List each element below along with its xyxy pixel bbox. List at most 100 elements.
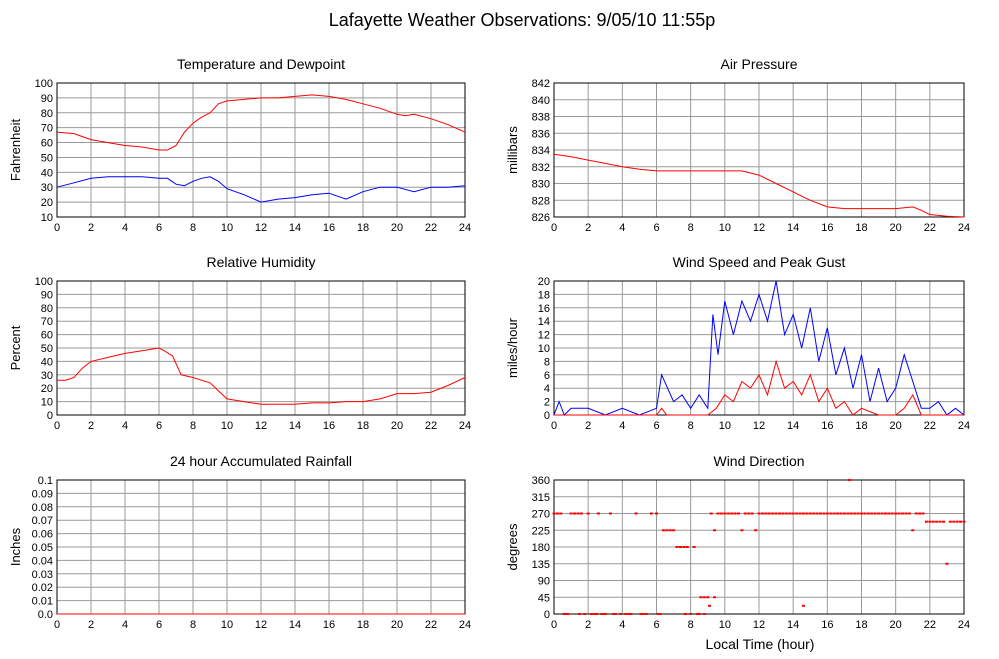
temp-y-label: Fahrenheit [8, 119, 23, 182]
winddir-y-tick: 90 [538, 576, 550, 588]
rain-x-tick: 22 [425, 619, 437, 631]
humidity-x-tick: 10 [221, 420, 233, 432]
winddir-point [945, 562, 949, 565]
winddir-point [733, 512, 737, 515]
winddir-point [887, 512, 891, 515]
winddir-point [914, 512, 918, 515]
winddir-point [911, 529, 915, 532]
winddir-point [559, 512, 563, 515]
winddir-point [699, 596, 703, 599]
winddir-y-tick: 135 [532, 559, 550, 571]
winddir-point [825, 512, 829, 515]
winddir-point [707, 604, 711, 607]
winddir-point [938, 520, 942, 523]
pressure-y-tick: 840 [532, 95, 550, 107]
winddir-y-tick: 270 [532, 509, 550, 521]
winddir-y-tick: 360 [532, 475, 550, 487]
winddir-point [866, 512, 870, 515]
wind-y-tick: 0 [544, 410, 550, 422]
wind-x-tick: 24 [958, 420, 970, 432]
winddir-point [848, 479, 852, 481]
humidity-x-tick: 8 [190, 420, 196, 432]
winddir-point [894, 512, 898, 515]
winddir-point [942, 520, 945, 523]
winddir-point [737, 512, 740, 515]
winddir-point [672, 529, 676, 532]
rain-x-tick: 24 [459, 619, 471, 631]
winddir-point [747, 512, 751, 515]
winddir-point [569, 512, 573, 515]
wind-x-tick: 6 [653, 420, 659, 432]
winddir-point [743, 512, 747, 515]
winddir-point [873, 512, 877, 515]
winddir-point [665, 529, 669, 532]
winddir-title: Wind Direction [713, 453, 804, 469]
winddir-y-tick: 0 [544, 609, 550, 621]
winddir-x-tick: 24 [958, 619, 970, 631]
pressure-y-tick: 834 [532, 145, 550, 157]
winddir-point [682, 546, 686, 548]
winddir-point [877, 512, 881, 515]
pressure-y-tick: 838 [532, 112, 550, 124]
winddir-point [716, 512, 720, 515]
temp-y-tick: 70 [41, 123, 53, 135]
temp-x-tick: 2 [88, 222, 94, 234]
winddir-point [952, 520, 956, 523]
winddir-point [600, 613, 604, 615]
winddir-point [883, 512, 887, 515]
rain-y-tick: 0.04 [32, 555, 53, 567]
humidity-x-tick: 2 [88, 420, 94, 432]
winddir-point [931, 520, 935, 523]
winddir-point [649, 512, 653, 515]
winddir-point [555, 512, 559, 515]
winddir-point [644, 613, 648, 615]
winddir-point [767, 512, 771, 515]
winddir-point [928, 520, 932, 523]
pressure-x-tick: 10 [719, 222, 731, 234]
pressure-x-tick: 20 [890, 222, 902, 234]
humidity-x-tick: 22 [425, 420, 437, 432]
pressure-x-tick: 8 [688, 222, 694, 234]
rain-y-tick: 0.1 [38, 475, 53, 487]
wind-x-tick: 16 [821, 420, 833, 432]
rain-x-tick: 6 [156, 619, 162, 631]
humidity-x-tick: 4 [122, 420, 128, 432]
winddir-point [566, 613, 570, 615]
humidity-x-tick: 6 [156, 420, 162, 432]
temp-y-tick: 100 [35, 78, 53, 90]
temp-x-tick: 16 [323, 222, 335, 234]
winddir-point [842, 512, 846, 515]
rain-x-tick: 20 [391, 619, 403, 631]
pressure-x-tick: 14 [787, 222, 799, 234]
wind-series-1-line [554, 359, 964, 416]
pressure-y-tick: 830 [532, 179, 550, 191]
winddir-point [901, 512, 904, 515]
rain-x-tick: 0 [54, 619, 60, 631]
winddir-point [880, 512, 884, 515]
winddir-point [726, 512, 730, 515]
winddir-point [801, 604, 805, 607]
winddir-point [629, 613, 633, 615]
humidity-y-tick: 80 [41, 303, 53, 315]
winddir-y-tick: 315 [532, 492, 550, 504]
winddir-point [596, 512, 600, 515]
winddir-point [655, 512, 658, 515]
winddir-point [836, 512, 840, 515]
winddir-point [955, 520, 959, 523]
humidity-x-tick: 16 [323, 420, 335, 432]
winddir-point [709, 512, 713, 515]
winddir-point [685, 546, 689, 548]
humidity-y-tick: 30 [41, 370, 53, 382]
humidity-series-0-line [57, 347, 466, 405]
wind-x-tick: 4 [619, 420, 625, 432]
winddir-point [959, 520, 963, 523]
winddir-point [586, 512, 590, 515]
winddir-point [750, 512, 754, 515]
rain-y-tick: 0.09 [32, 488, 53, 500]
winddir-point [795, 512, 799, 515]
winddir-point [639, 613, 643, 615]
winddir-point [863, 512, 867, 515]
winddir-point [808, 512, 812, 515]
